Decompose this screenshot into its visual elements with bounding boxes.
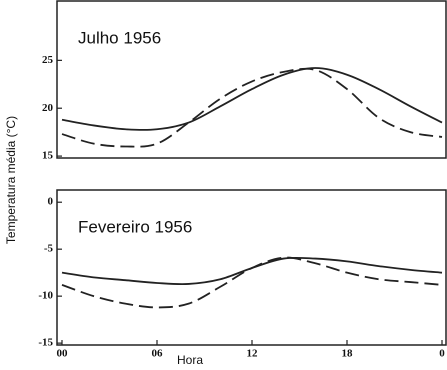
y-tick-label: 20 [42,102,54,114]
plot-frame [56,0,447,159]
x-tick-label: 12 [247,348,259,360]
x-tick-label: 18 [342,348,354,360]
x-tick-label: 0 [439,348,445,360]
dashed-line [61,256,443,309]
y-tick-label: -10 [38,290,53,302]
solid-line [61,67,443,131]
y-tick-label: 25 [42,54,54,66]
x-tick-label: 06 [152,348,164,360]
x-axis-label: Hora [177,353,203,367]
x-tick-label: 00 [57,348,69,360]
panel-title: Julho 1956 [78,28,161,47]
y-tick-label: -5 [44,243,54,255]
y-tick-label: 0 [48,196,54,208]
panel-title: Fevereiro 1956 [78,217,192,236]
y-tick-label: -15 [38,337,53,349]
y-tick-label: 15 [42,150,54,162]
y-axis-label: Temperatura média (°C) [4,116,18,244]
dashed-line [61,67,443,148]
